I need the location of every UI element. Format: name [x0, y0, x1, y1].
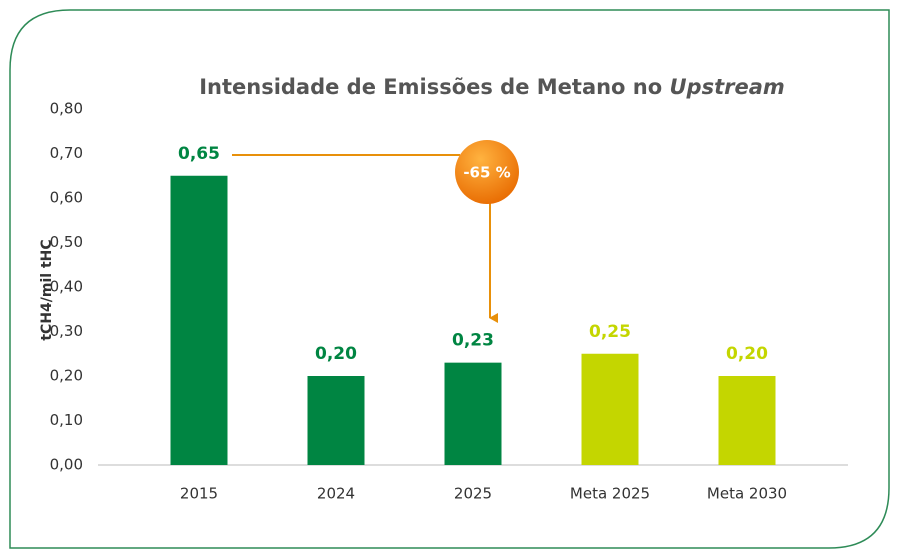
bar [307, 376, 365, 465]
y-tick-label: 0,60 [50, 189, 83, 207]
x-tick-label: Meta 2030 [707, 485, 787, 503]
y-tick-label: 0,80 [50, 100, 83, 118]
value-label: 0,23 [452, 331, 494, 351]
title-emphasis: Upstream [670, 75, 785, 99]
value-label: 0,25 [589, 322, 631, 342]
x-tick-label: Meta 2025 [570, 485, 650, 503]
y-tick-label: 0,10 [50, 411, 83, 429]
bar [581, 353, 639, 465]
annotation-bubble [455, 140, 519, 204]
bar [718, 376, 776, 465]
value-label: 0,65 [178, 144, 220, 164]
y-tick-label: 0,20 [50, 367, 83, 385]
bar [444, 362, 502, 465]
frame [9, 9, 890, 549]
title-main: Intensidade de Emissões de Metano no [199, 75, 662, 99]
x-tick-label: 2024 [317, 485, 355, 503]
annotation-label: -65 % [463, 164, 510, 182]
y-tick-label: 0,30 [50, 322, 83, 340]
value-label: 0,20 [726, 344, 768, 364]
y-tick-label: 0,00 [50, 456, 83, 474]
x-tick-label: 2025 [454, 485, 492, 503]
bar [170, 175, 228, 465]
chart-title: Intensidade de Emissões de Metano no Ups… [199, 75, 785, 99]
x-tick-label: 2015 [180, 485, 218, 503]
value-label: 0,20 [315, 344, 357, 364]
y-tick-label: 0,40 [50, 278, 83, 296]
y-axis-label: tCH4/mil tHC [39, 239, 55, 340]
y-tick-label: 0,50 [50, 233, 83, 251]
y-tick-label: 0,70 [50, 144, 83, 162]
